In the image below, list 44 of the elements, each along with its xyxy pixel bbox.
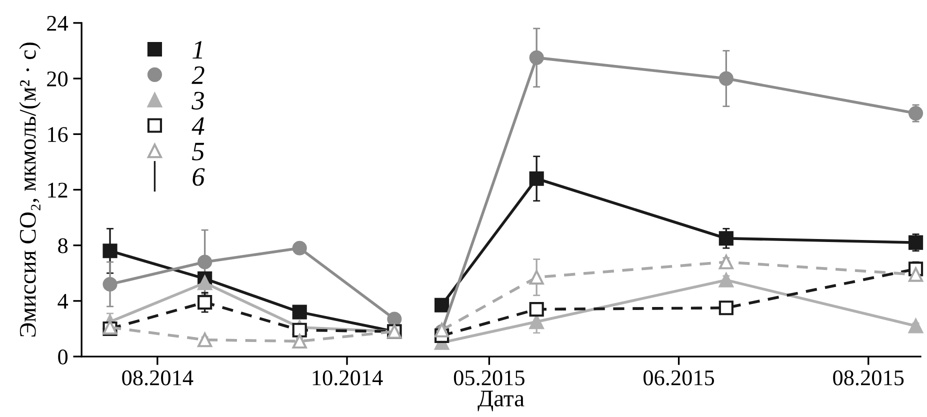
- point: [718, 71, 734, 86]
- legend-label: 1: [192, 41, 202, 58]
- point: [529, 50, 544, 65]
- y-tick-label: 24: [47, 16, 68, 31]
- y-tick-label: 20: [47, 71, 68, 86]
- point: [292, 240, 307, 256]
- x-axis-title: Дата: [478, 390, 524, 412]
- point: [102, 276, 118, 292]
- x-tick-label: 06.2015: [644, 370, 714, 386]
- point: [908, 106, 924, 121]
- point: [908, 235, 924, 250]
- point: [529, 171, 544, 186]
- y-tick-label: 12: [48, 182, 68, 198]
- y-tick-label: 16: [48, 127, 68, 142]
- y-tick-label: 0: [58, 349, 68, 364]
- legend-label: 6: [192, 168, 205, 186]
- point: [292, 304, 307, 320]
- point: [198, 295, 212, 310]
- y-tick-label: 8: [58, 238, 68, 254]
- legend-label: 4: [192, 117, 204, 135]
- y-tick-label: 4: [58, 294, 68, 309]
- point: [908, 318, 924, 334]
- x-tick-label: 08.2015: [833, 370, 904, 386]
- point: [198, 254, 212, 270]
- point: [529, 270, 544, 285]
- point: [718, 272, 734, 288]
- legend-label: 5: [192, 142, 204, 160]
- point: [292, 322, 307, 338]
- point: [292, 334, 307, 349]
- point: [102, 244, 118, 258]
- point: [529, 302, 544, 317]
- point: [198, 332, 212, 348]
- point: [718, 254, 734, 270]
- legend-label: 3: [192, 92, 204, 110]
- y-axis-title: Эмиссия CO₂, мкмоль/(м² · с): [19, 42, 41, 337]
- x-tick-label: 05.2015: [454, 370, 524, 386]
- x-tick-label: 10.2014: [312, 370, 383, 386]
- x-tick-label: 08.2014: [122, 370, 194, 386]
- point: [718, 231, 734, 246]
- point: [718, 300, 734, 316]
- point: [908, 267, 924, 282]
- point: [198, 276, 212, 290]
- point: [434, 298, 450, 312]
- legend-label: 2: [192, 66, 204, 84]
